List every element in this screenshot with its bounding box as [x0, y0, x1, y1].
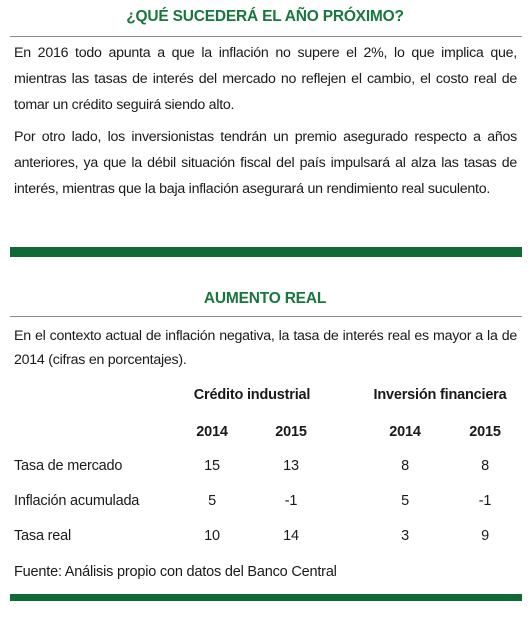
table-cell: 10	[204, 528, 220, 544]
paragraph: En el contexto actual de inflación negat…	[14, 328, 517, 368]
year-header: 2015	[469, 424, 501, 440]
paragraph: Por otro lado, los inversionistas tendrá…	[14, 129, 517, 197]
table-cell: -1	[284, 493, 298, 509]
table-cell: 5	[401, 493, 409, 509]
table-cell: 9	[481, 528, 489, 544]
row-label: Tasa de mercado	[14, 458, 123, 474]
row-label: Inflación acumulada	[14, 493, 140, 509]
rule	[10, 316, 522, 317]
paragraph: En 2016 todo apunta a que la inflación n…	[14, 45, 517, 113]
year-header: 2014	[196, 424, 228, 440]
table-cell: 8	[401, 458, 409, 474]
divider-bar	[10, 594, 522, 601]
year-header: 2014	[389, 424, 421, 440]
table-cell: 13	[283, 458, 299, 474]
table-cell: 14	[283, 528, 299, 544]
row-label: Tasa real	[14, 528, 72, 544]
group-header: Crédito industrial	[193, 387, 311, 403]
section-title: ¿QUÉ SUCEDERÁ EL AÑO PRÓXIMO?	[126, 8, 404, 25]
table-cell: 8	[481, 458, 489, 474]
source-note: Fuente: Análisis propio con datos del Ba…	[14, 564, 337, 580]
section-title: AUMENTO REAL	[203, 290, 327, 307]
divider-bar	[10, 247, 522, 257]
table-cell: 3	[401, 528, 409, 544]
rule	[10, 36, 522, 37]
group-header: Inversión financiera	[373, 387, 507, 403]
table-cell: 15	[204, 458, 220, 474]
table-cell: 5	[208, 493, 216, 509]
year-header: 2015	[275, 424, 307, 440]
table-cell: -1	[478, 493, 492, 509]
